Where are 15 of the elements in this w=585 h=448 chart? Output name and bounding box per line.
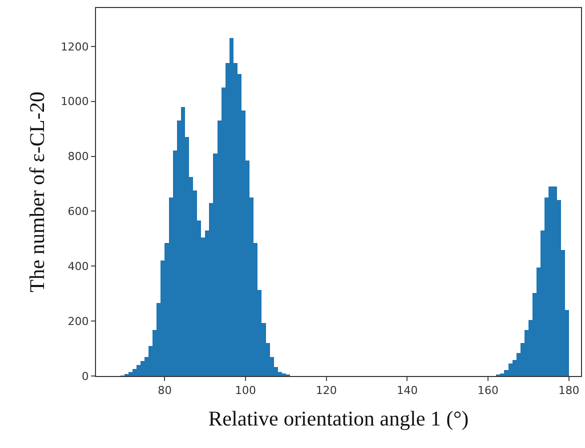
x-tick-label: 80 bbox=[158, 384, 172, 398]
y-axis-title: The number of ε-CL-20 bbox=[24, 92, 49, 292]
x-tick-label: 100 bbox=[235, 384, 256, 398]
y-tick-label: 1000 bbox=[60, 95, 89, 108]
y-tick-label: 800 bbox=[68, 150, 89, 164]
y-tick-label: 0 bbox=[82, 370, 89, 383]
x-tick-label: 160 bbox=[478, 384, 499, 398]
x-tick-label: 140 bbox=[396, 384, 418, 398]
x-axis-title: Relative orientation angle 1 (°) bbox=[208, 406, 469, 430]
y-tick-label: 400 bbox=[68, 260, 89, 273]
y-tick-label: 1200 bbox=[60, 40, 89, 54]
y-tick-label: 200 bbox=[68, 314, 89, 328]
y-tick-label: 600 bbox=[68, 205, 89, 218]
x-tick-label: 180 bbox=[558, 384, 580, 398]
x-tick-label: 120 bbox=[316, 384, 337, 398]
